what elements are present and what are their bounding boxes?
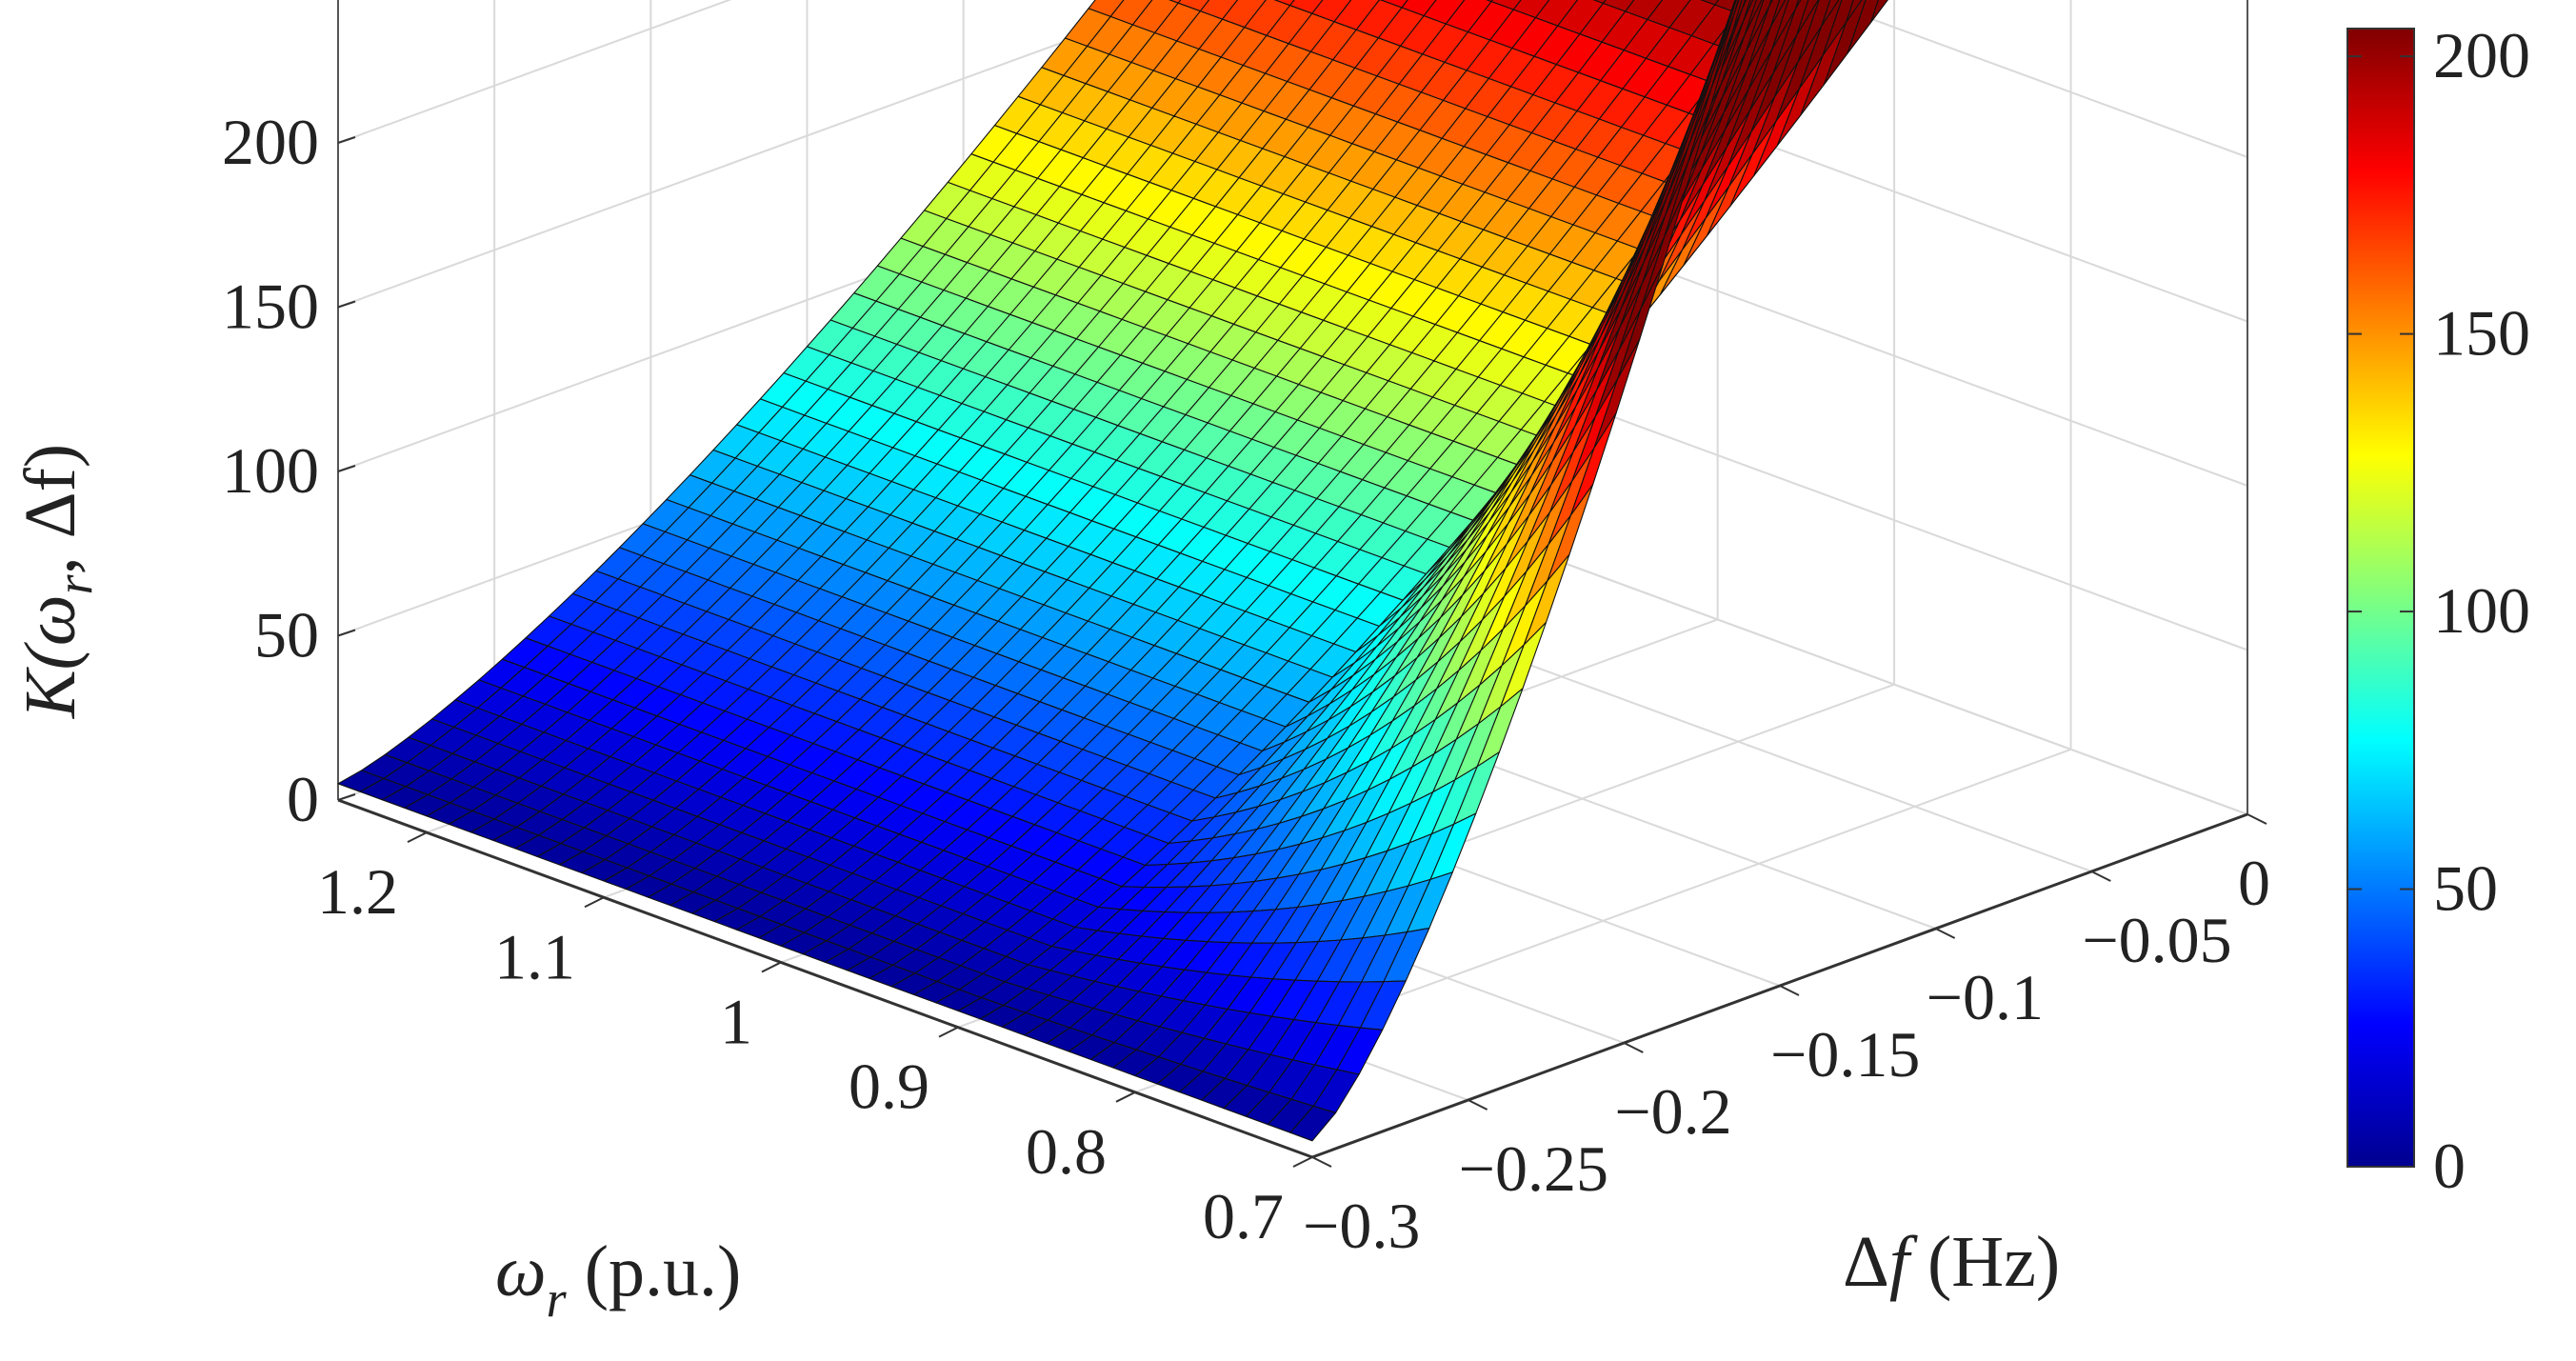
z-tick-label: 250 <box>222 0 319 14</box>
x-tick-label: 1.2 <box>317 855 398 928</box>
x-tick-label: 0.8 <box>1026 1115 1107 1188</box>
z-axis-label: K(ωr, Δf) <box>10 444 103 719</box>
surface-patch <box>1845 0 1863 23</box>
z-tick-label: 200 <box>222 106 319 178</box>
x-tick-label: 1 <box>720 985 752 1057</box>
colorbar-ticks: 0 50 100 150 200 <box>2347 19 2530 1202</box>
y-axis-label: Δf (Hz) <box>1843 1222 2060 1302</box>
surface-mesh <box>337 0 1888 1142</box>
colorbar-tick-label: 50 <box>2433 852 2498 925</box>
colorbar-tick-label: 0 <box>2433 1130 2466 1202</box>
surface-patch <box>1794 0 1802 10</box>
y-tick-label: −0.1 <box>1927 961 2044 1033</box>
z-axis-ticks: 050100150200250300 <box>222 0 356 835</box>
z-tick-label: 0 <box>287 763 319 835</box>
z-tick-label: 150 <box>222 270 319 343</box>
y-tick-label: −0.15 <box>1770 1018 1920 1091</box>
surface-patch <box>1743 0 1754 22</box>
y-tick-label: −0.25 <box>1459 1132 1608 1205</box>
surface-patch <box>1869 0 1888 24</box>
y-tick-label: 0 <box>2238 847 2270 919</box>
y-tick-label: −0.2 <box>1614 1075 1731 1148</box>
x-tick-label: 1.1 <box>494 920 575 992</box>
colorbar-tick-label: 100 <box>2433 574 2530 647</box>
y-tick-label: −0.05 <box>2082 904 2231 976</box>
z-tick-label: 100 <box>222 434 319 507</box>
colorbar-tick-label: 150 <box>2433 297 2530 370</box>
surface-patch <box>1289 1105 1337 1142</box>
x-tick-label: 0.9 <box>849 1051 929 1123</box>
colorbar <box>2346 28 2415 1168</box>
x-axis-label: ωr (p.u.) <box>495 1231 741 1328</box>
y-axis-ticks: −0.3 −0.25−0.2 −0.15−0.1 −0.050 <box>1303 813 2270 1262</box>
x-axis-ticks: 0.7 0.8 0.9 1 1.1 1.2 <box>317 831 1313 1252</box>
colorbar-tick-label: 200 <box>2433 19 2530 91</box>
x-tick-label: 0.7 <box>1203 1180 1284 1252</box>
z-tick-label: 50 <box>254 599 319 671</box>
y-tick-label: −0.3 <box>1303 1190 1420 1262</box>
